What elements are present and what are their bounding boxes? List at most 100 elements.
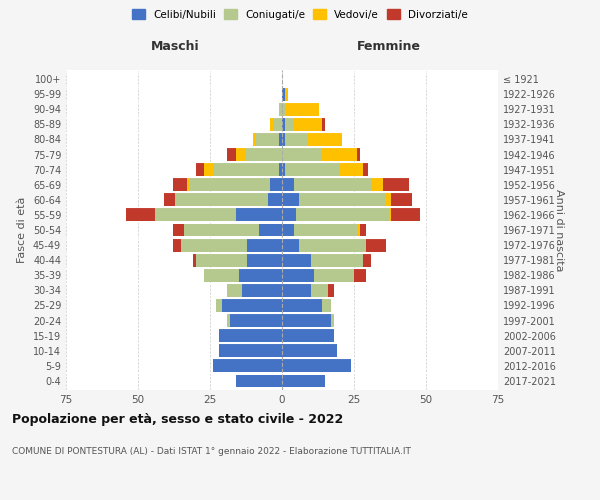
Bar (282, 178, 293, 191)
Bar (357, 148, 360, 161)
Bar (279, 103, 282, 116)
Bar (296, 208, 389, 222)
Bar (175, 194, 268, 206)
Bar (274, 118, 282, 131)
Bar (371, 178, 383, 191)
Bar (282, 88, 285, 101)
Bar (282, 329, 334, 342)
Bar (362, 254, 371, 266)
Bar (247, 238, 282, 252)
Bar (282, 344, 337, 357)
Bar (314, 269, 354, 281)
Bar (282, 194, 299, 206)
Bar (213, 360, 282, 372)
Bar (311, 254, 362, 266)
Bar (383, 178, 409, 191)
Bar (282, 254, 311, 266)
Bar (299, 238, 365, 252)
Bar (357, 224, 360, 236)
Bar (253, 133, 256, 146)
Bar (386, 194, 391, 206)
Bar (236, 148, 245, 161)
Bar (155, 208, 236, 222)
Bar (282, 299, 322, 312)
Bar (365, 238, 386, 252)
Bar (196, 254, 247, 266)
Text: Maschi: Maschi (151, 40, 200, 54)
Bar (282, 238, 299, 252)
Bar (282, 103, 285, 116)
Bar (181, 238, 247, 252)
Text: COMUNE DI PONTESTURA (AL) - Dati ISTAT 1° gennaio 2022 - Elaborazione TUTTITALIA: COMUNE DI PONTESTURA (AL) - Dati ISTAT 1… (12, 448, 411, 456)
Bar (328, 284, 334, 297)
Bar (282, 374, 325, 388)
Bar (271, 118, 274, 131)
Bar (218, 329, 282, 342)
Bar (242, 284, 282, 297)
Bar (389, 208, 391, 222)
Bar (282, 148, 322, 161)
Bar (259, 224, 282, 236)
Bar (271, 178, 282, 191)
Bar (239, 269, 282, 281)
Bar (187, 178, 190, 191)
Bar (285, 133, 308, 146)
Bar (216, 299, 221, 312)
Bar (279, 133, 282, 146)
Bar (293, 224, 357, 236)
Y-axis label: Fasce di età: Fasce di età (17, 197, 27, 263)
Bar (282, 224, 293, 236)
Bar (245, 148, 282, 161)
Bar (285, 163, 340, 176)
Bar (196, 163, 204, 176)
Bar (293, 118, 322, 131)
Bar (221, 299, 282, 312)
Bar (164, 194, 175, 206)
Text: Femmine: Femmine (356, 40, 421, 54)
Bar (282, 269, 314, 281)
Bar (256, 133, 279, 146)
Bar (354, 269, 365, 281)
Bar (282, 118, 285, 131)
Bar (362, 163, 368, 176)
Bar (268, 194, 282, 206)
Bar (204, 269, 239, 281)
Bar (282, 360, 351, 372)
Y-axis label: Anni di nascita: Anni di nascita (554, 188, 564, 271)
Bar (282, 314, 331, 327)
Bar (311, 284, 328, 297)
Bar (236, 208, 282, 222)
Bar (193, 254, 196, 266)
Bar (322, 299, 331, 312)
Bar (173, 224, 184, 236)
Bar (391, 208, 420, 222)
Bar (230, 314, 282, 327)
Bar (285, 103, 319, 116)
Bar (293, 178, 371, 191)
Bar (308, 133, 343, 146)
Bar (322, 118, 325, 131)
Bar (360, 224, 365, 236)
Bar (340, 163, 362, 176)
Bar (213, 163, 279, 176)
Bar (127, 208, 155, 222)
Bar (285, 88, 288, 101)
Bar (282, 163, 285, 176)
Bar (227, 284, 242, 297)
Bar (236, 374, 282, 388)
Bar (282, 133, 285, 146)
Bar (285, 118, 293, 131)
Bar (322, 148, 357, 161)
Bar (190, 178, 271, 191)
Bar (247, 254, 282, 266)
Bar (173, 178, 187, 191)
Bar (218, 344, 282, 357)
Bar (184, 224, 259, 236)
Text: Popolazione per età, sesso e stato civile - 2022: Popolazione per età, sesso e stato civil… (12, 412, 343, 426)
Bar (331, 314, 334, 327)
Bar (282, 284, 311, 297)
Bar (299, 194, 386, 206)
Bar (227, 314, 230, 327)
Bar (279, 163, 282, 176)
Legend: Celibi/Nubili, Coniugati/e, Vedovi/e, Divorziati/e: Celibi/Nubili, Coniugati/e, Vedovi/e, Di… (128, 5, 472, 24)
